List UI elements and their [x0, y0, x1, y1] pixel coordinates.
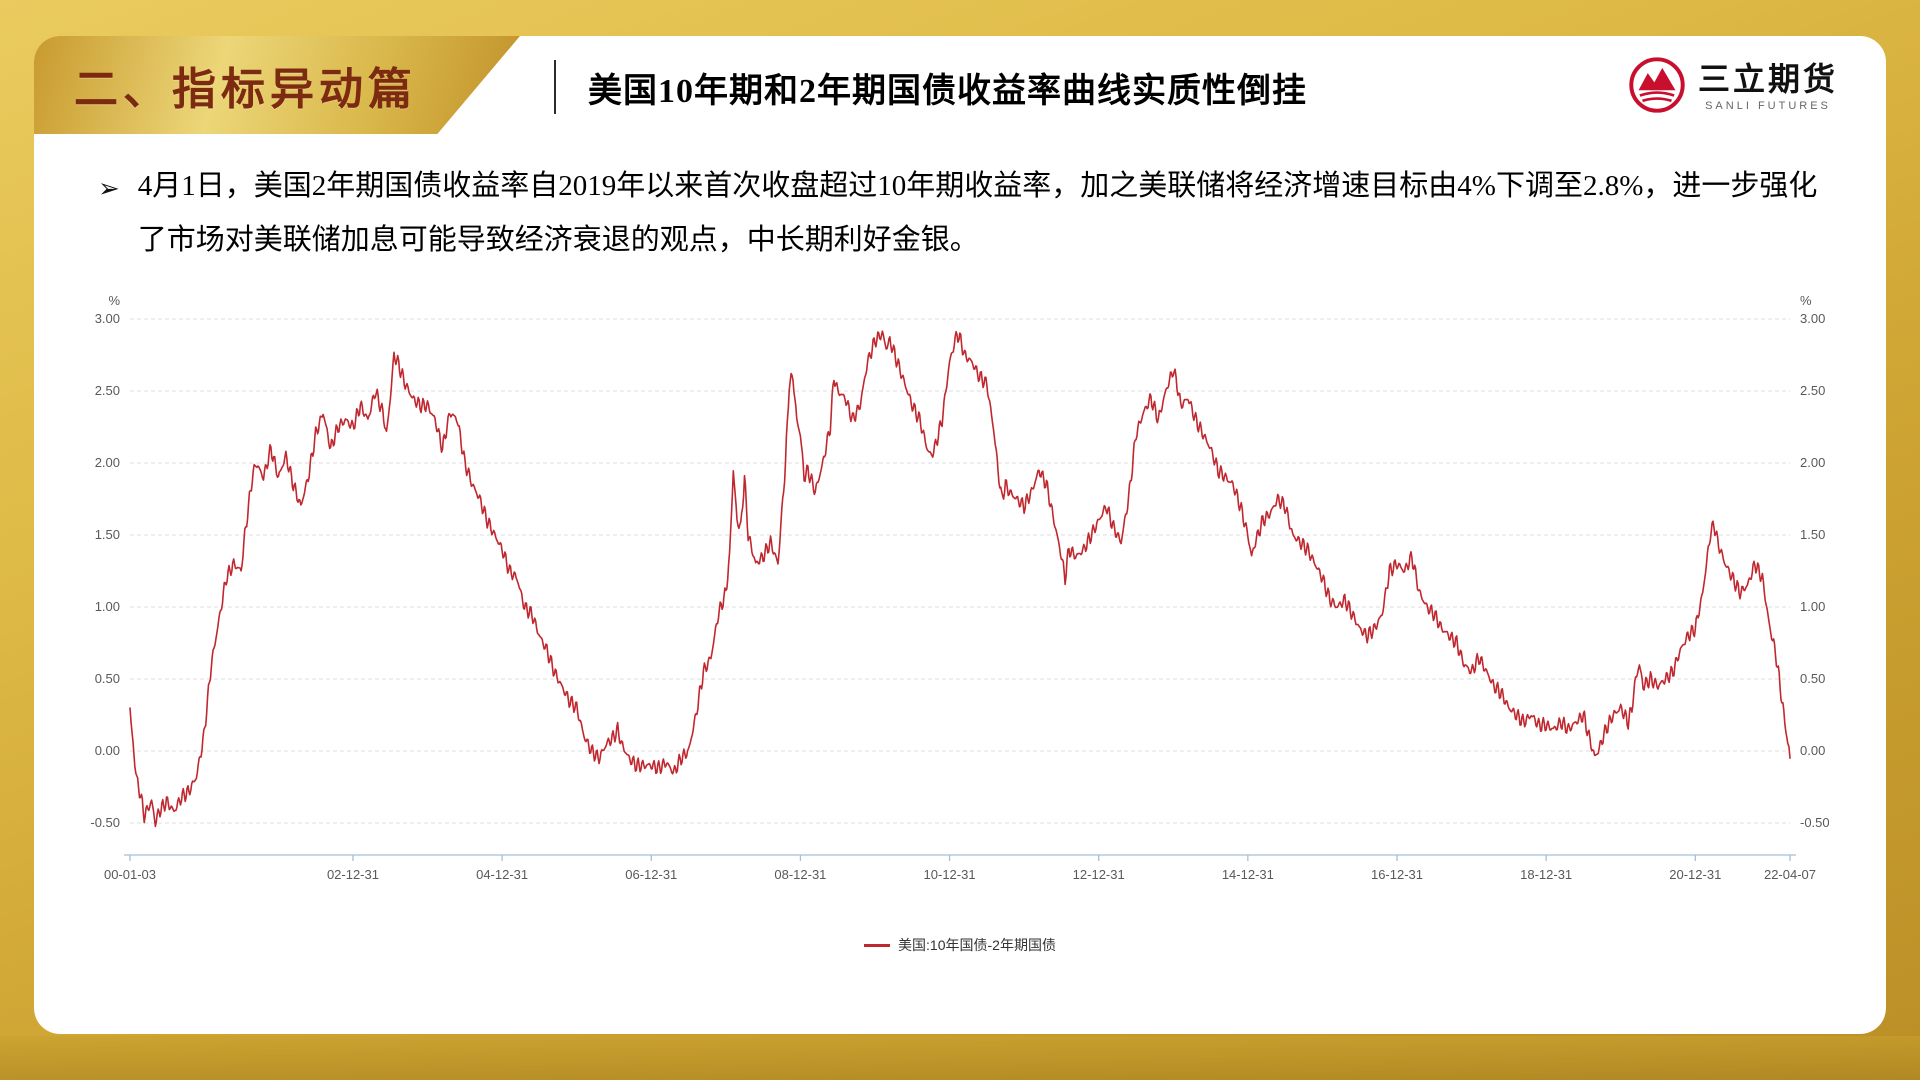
svg-text:14-12-31: 14-12-31	[1222, 867, 1274, 882]
chart-svg: 3.00 3.00 2.50 2.50 2.00 2.00 1.50 1.50 1.00 1.00…	[90, 293, 1830, 882]
bullet-text: 4月1日，美国2年期国债收益率自2019年以来首次收盘超过10年期收益率，加之美…	[137, 170, 1818, 256]
logo-name: 三立期货	[1697, 60, 1838, 97]
logo-subtitle: SANLI FUTURES	[1705, 100, 1831, 113]
company-logo: 三立期货 SANLI FUTURES	[1628, 56, 1838, 119]
svg-text:2.00: 2.00	[95, 455, 120, 470]
svg-text:-0.50: -0.50	[90, 815, 120, 830]
svg-text:-0.50: -0.50	[1800, 815, 1830, 830]
svg-text:06-12-31: 06-12-31	[625, 867, 677, 882]
legend-swatch	[864, 943, 891, 947]
svg-text:0.50: 0.50	[1800, 671, 1825, 686]
svg-text:0.00: 0.00	[95, 743, 120, 758]
svg-text:10-12-31: 10-12-31	[924, 867, 976, 882]
content-panel: 二、指标异动篇 美国10年期和2年期国债收益率曲线实质性倒挂 三立期货 SANL…	[34, 36, 1886, 1034]
svg-text:1.00: 1.00	[1800, 599, 1825, 614]
svg-text:20-12-31: 20-12-31	[1669, 867, 1721, 882]
logo-text: 三立期货 SANLI FUTURES	[1697, 60, 1838, 113]
svg-text:3.00: 3.00	[95, 311, 120, 326]
svg-text:00-01-03: 00-01-03	[104, 867, 156, 882]
bullet-arrow-icon: ➢	[98, 174, 120, 203]
svg-text:08-12-31: 08-12-31	[774, 867, 826, 882]
svg-text:0.00: 0.00	[1800, 743, 1825, 758]
section-label: 二、指标异动篇	[74, 65, 417, 114]
header: 二、指标异动篇 美国10年期和2年期国债收益率曲线实质性倒挂 三立期货 SANL…	[34, 36, 1886, 138]
svg-text:12-12-31: 12-12-31	[1073, 867, 1125, 882]
svg-text:0.50: 0.50	[95, 671, 120, 686]
svg-text:%: %	[1800, 293, 1812, 308]
header-divider	[554, 60, 556, 114]
svg-text:22-04-07: 22-04-07	[1764, 867, 1816, 882]
section-banner: 二、指标异动篇	[34, 36, 520, 134]
svg-text:1.00: 1.00	[95, 599, 120, 614]
svg-text:3.00: 3.00	[1800, 311, 1825, 326]
svg-text:16-12-31: 16-12-31	[1371, 867, 1423, 882]
svg-text:2.00: 2.00	[1800, 455, 1825, 470]
svg-text:18-12-31: 18-12-31	[1520, 867, 1572, 882]
page-title: 美国10年期和2年期国债收益率曲线实质性倒挂	[588, 72, 1307, 110]
svg-text:2.50: 2.50	[1800, 383, 1825, 398]
svg-text:%: %	[108, 293, 120, 308]
yield-spread-chart: 3.00 3.00 2.50 2.50 2.00 2.00 1.50 1.50 1.00 1.00…	[34, 293, 1886, 955]
chart-legend: 美国:10年国债-2年期国债	[34, 935, 1886, 955]
logo-mark-icon	[1628, 56, 1686, 119]
svg-text:1.50: 1.50	[1800, 527, 1825, 542]
svg-text:02-12-31: 02-12-31	[327, 867, 379, 882]
legend-label: 美国:10年国债-2年期国债	[898, 937, 1056, 954]
bullet-item: ➢ 4月1日，美国2年期国债收益率自2019年以来首次收盘超过10年期收益率，加…	[98, 160, 1826, 267]
svg-text:2.50: 2.50	[95, 383, 120, 398]
svg-text:1.50: 1.50	[95, 527, 120, 542]
svg-text:04-12-31: 04-12-31	[476, 867, 528, 882]
